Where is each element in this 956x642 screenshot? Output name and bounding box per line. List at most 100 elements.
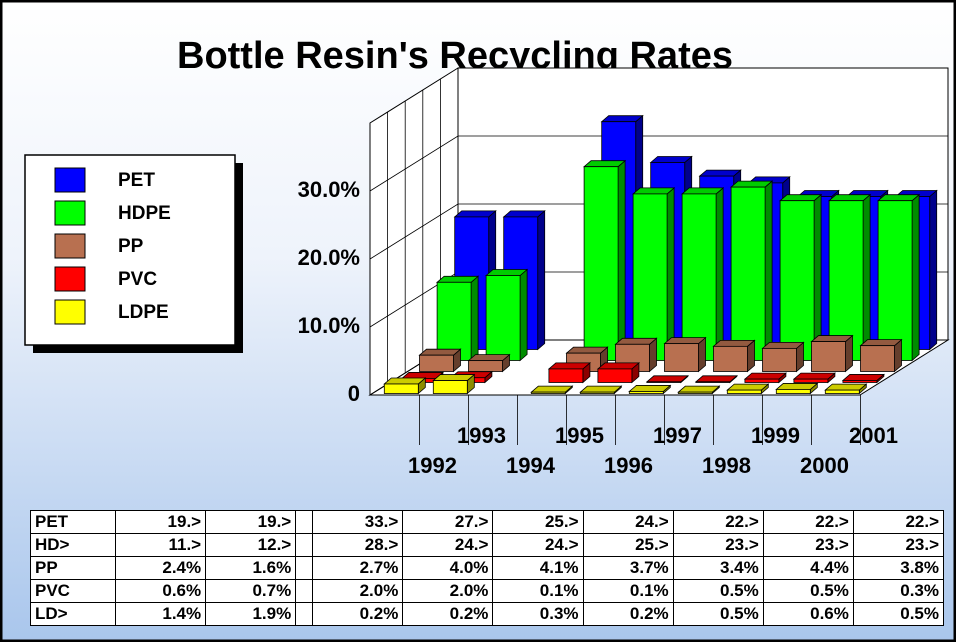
bar-front — [860, 345, 895, 372]
table-cell: 0.2% — [402, 602, 494, 626]
bar-top — [841, 374, 885, 381]
table-cell: 1.4% — [114, 602, 207, 626]
table-row: PET 19.> 19.> 33.> 27.> 25.> 24.> 22.> 22.> 22.> — [30, 510, 945, 534]
bar — [792, 372, 836, 384]
table-cell: 23.> — [762, 533, 854, 557]
bar-top — [694, 375, 738, 383]
x-tick-label: 1992 — [408, 453, 457, 478]
table-cell: LD> — [30, 602, 116, 626]
table-cell: 12.> — [205, 533, 297, 557]
table-cell: 2.0% — [402, 579, 494, 603]
bar-side — [519, 268, 528, 362]
table-cell: 0.5% — [672, 602, 764, 626]
bar-top — [383, 377, 427, 385]
table-cell: 2.4% — [114, 556, 207, 580]
bar-front — [436, 281, 472, 361]
y-tick-label: 0 — [348, 381, 360, 406]
bar-front — [579, 391, 615, 394]
table-cell: 27.> — [402, 510, 494, 534]
bar-top — [436, 275, 480, 283]
bar-side — [537, 210, 546, 351]
bar — [583, 159, 627, 362]
bar-top — [779, 194, 823, 202]
bar-top — [645, 375, 689, 383]
legend-label: PVC — [118, 269, 157, 290]
bar-top — [530, 385, 574, 393]
bar-front — [632, 193, 668, 361]
legend-swatch — [54, 233, 86, 259]
table-cell: 25.> — [582, 533, 674, 557]
table-cell: 0.5% — [762, 579, 854, 603]
bar-top — [565, 346, 609, 354]
table-cell: HD> — [30, 533, 116, 557]
bar-front — [828, 200, 864, 361]
legend-swatch — [54, 266, 86, 292]
table-cell — [295, 579, 314, 603]
bar — [485, 268, 529, 362]
bar-front — [713, 345, 748, 372]
bar — [628, 384, 672, 395]
x-tick-label: 1995 — [555, 423, 604, 448]
table-cell: 22.> — [762, 510, 854, 534]
table-cell: 24.> — [582, 510, 674, 534]
bar-top — [792, 372, 836, 380]
table-row: PVC 0.6% 0.7% 2.0% 2.0% 0.1% 0.1% 0.5% 0.5% 0.3% — [30, 579, 945, 603]
grid-line — [369, 135, 948, 192]
bar — [383, 377, 427, 395]
table-cell: 24.> — [492, 533, 584, 557]
data-table: PET 19.> 19.> 33.> 27.> 25.> 24.> 22.> 22.> 22.> H… — [30, 510, 945, 626]
bar — [677, 385, 721, 395]
bar-top — [596, 362, 640, 370]
bar-front — [646, 381, 682, 383]
bar-top — [775, 383, 819, 390]
bar-front — [744, 378, 780, 383]
bar-top — [730, 180, 774, 188]
table-cell: 3.7% — [582, 556, 674, 580]
bar — [645, 374, 689, 384]
bar-front — [811, 341, 846, 372]
table-cell: 25.> — [492, 510, 584, 534]
bar — [761, 341, 805, 373]
y-tick-label: 20.0% — [298, 245, 360, 270]
bar — [579, 385, 623, 395]
table-cell: 3.8% — [852, 556, 945, 580]
bar-front — [681, 193, 717, 361]
table-cell: 22.> — [672, 510, 764, 534]
bar-front — [597, 368, 633, 383]
table-cell: 28.> — [312, 533, 404, 557]
bar-front — [842, 380, 878, 383]
bar-front — [824, 389, 860, 394]
bar — [877, 193, 921, 362]
bar-top — [418, 348, 462, 356]
bar — [530, 385, 574, 395]
bar — [436, 275, 480, 362]
bar-top — [485, 269, 529, 276]
x-tick-label: 2000 — [800, 453, 849, 478]
x-tick-label: 1998 — [702, 453, 751, 478]
bar-top — [583, 160, 627, 168]
bar-top — [677, 385, 721, 393]
bar — [432, 373, 476, 395]
table-cell: 2.7% — [312, 556, 404, 580]
bar-side — [764, 180, 773, 362]
bar-top — [453, 210, 497, 218]
table-cell: PVC — [30, 579, 116, 603]
bar-front — [383, 383, 419, 394]
bar-front — [664, 343, 699, 372]
bar-front — [530, 391, 566, 394]
bar — [828, 193, 872, 362]
bar-front — [730, 186, 766, 361]
legend-label: PET — [118, 170, 155, 191]
table-cell: 23.> — [852, 533, 945, 557]
bar-top — [810, 335, 854, 342]
bar-front — [695, 381, 731, 383]
bar-top — [467, 354, 511, 362]
bar-side — [715, 187, 724, 362]
legend-label: HDPE — [118, 203, 171, 224]
bar-front — [583, 166, 619, 361]
y-tick-label: 30.0% — [298, 177, 360, 202]
bar — [730, 180, 774, 362]
table-cell: 0.5% — [672, 579, 764, 603]
bar-front — [485, 275, 521, 361]
table-cell: 0.7% — [205, 579, 297, 603]
